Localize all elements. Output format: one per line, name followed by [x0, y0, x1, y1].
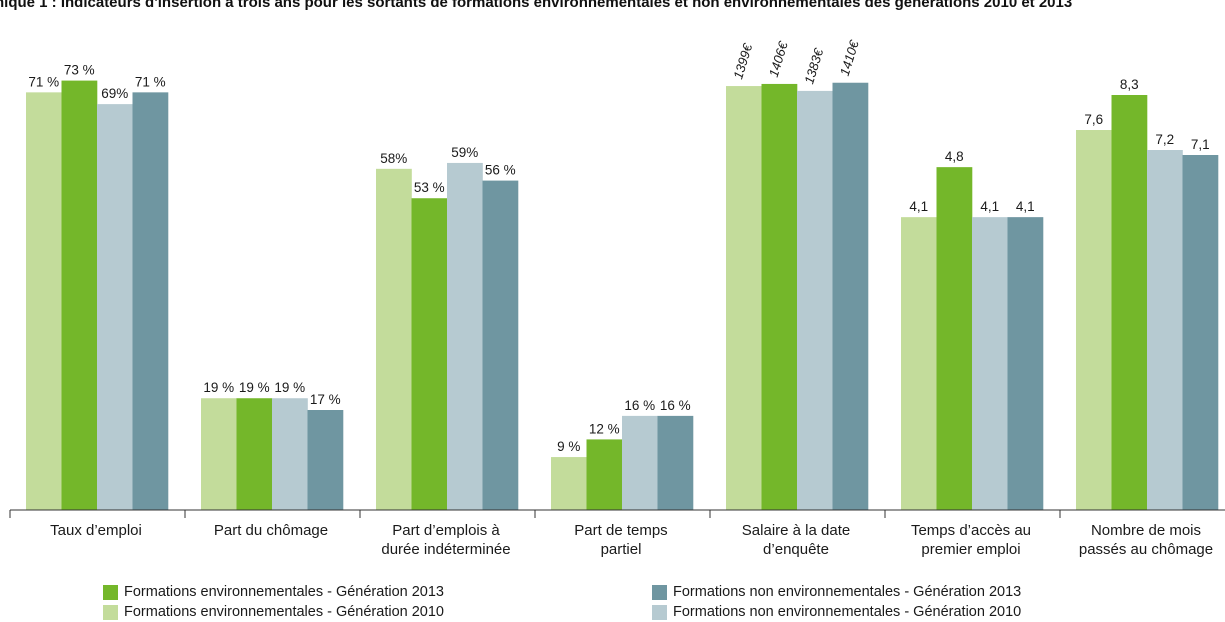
bar [657, 415, 694, 510]
bar-value-label: 71 % [28, 74, 59, 89]
bar-value-label: 53 % [414, 180, 445, 195]
bar-value-label: 56 % [485, 163, 516, 178]
bar-value-label: 69% [101, 86, 128, 101]
bar-value-label: 1399€ [730, 41, 755, 81]
bar [1007, 217, 1044, 510]
bar [726, 86, 762, 510]
bar-value-label: 4,8 [945, 149, 964, 164]
bar-value-label: 16 % [660, 398, 691, 413]
legend-label: Formations non environnementales - Génér… [673, 604, 1022, 620]
bar [61, 80, 98, 511]
legend-item: Formations non environnementales - Génér… [652, 602, 1021, 622]
bar-value-label: 4,1 [909, 199, 928, 214]
bar [936, 167, 973, 510]
bar-value-label: 1406€ [766, 39, 791, 79]
bar [201, 398, 237, 510]
bar-value-label: 19 % [274, 380, 305, 395]
bar-value-label: 17 % [310, 392, 341, 407]
bar-value-label: 9 % [557, 439, 580, 454]
bar-value-label: 1383€ [801, 46, 826, 86]
bar [832, 82, 869, 511]
bar [236, 398, 273, 510]
bar [797, 90, 833, 510]
bar-value-label: 4,1 [980, 199, 999, 214]
bar [586, 439, 623, 510]
category-label: Part d’emplois à durée indéterminée [381, 522, 510, 558]
bar [761, 83, 798, 510]
bar [411, 198, 448, 510]
bar-value-label: 16 % [624, 398, 655, 413]
bar [622, 415, 658, 510]
bar-value-label: 71 % [135, 74, 166, 89]
chart-title: Graphique 1 : Indicateurs d'insertion à … [0, 0, 1073, 11]
legend-left: Formations environnementales - Génératio… [103, 582, 444, 622]
category-label: Nombre de mois passés au chômage [1079, 522, 1213, 558]
bar-value-label: 7,6 [1084, 112, 1103, 127]
bar [307, 410, 344, 510]
category-label: Part de temps partiel [574, 522, 667, 558]
legend-item: Formations non environnementales - Génér… [652, 582, 1021, 602]
bar [1111, 95, 1148, 510]
bar-value-label: 12 % [589, 421, 620, 436]
bar [972, 217, 1008, 510]
bar [447, 162, 483, 511]
legend-right: Formations non environnementales - Génér… [652, 582, 1021, 622]
bar [26, 92, 62, 511]
bar-value-label: 1410€ [837, 38, 862, 78]
legend-item: Formations environnementales - Génératio… [103, 582, 444, 602]
bar-value-label: 19 % [203, 380, 234, 395]
bar [97, 104, 133, 510]
legend-swatch [652, 604, 667, 620]
bar-value-label: 73 % [64, 63, 95, 78]
bar [1076, 130, 1112, 510]
bar [482, 180, 519, 510]
bar [901, 217, 937, 510]
legend-label: Formations environnementales - Génératio… [124, 604, 444, 620]
bar [376, 168, 412, 510]
bar-value-label: 7,2 [1155, 132, 1174, 147]
legend-swatch [652, 584, 667, 600]
bar-value-label: 8,3 [1120, 77, 1139, 92]
category-label: Temps d’accès au premier emploi [911, 522, 1031, 558]
bar [1147, 150, 1183, 510]
bar [551, 457, 587, 510]
category-label: Salaire à la date d’enquête [742, 522, 850, 558]
legend-swatch [103, 604, 118, 620]
category-label: Taux d’emploi [50, 522, 142, 539]
bar-value-label: 19 % [239, 380, 270, 395]
bar [1182, 155, 1219, 510]
legend-item: Formations environnementales - Génératio… [103, 602, 444, 622]
category-label: Part du chômage [214, 522, 328, 539]
bar-value-label: 59% [451, 145, 478, 160]
legend-label: Formations non environnementales - Génér… [673, 584, 1022, 600]
bar [132, 92, 169, 511]
legend-label: Formations environnementales - Génératio… [124, 584, 444, 600]
bar [272, 398, 308, 510]
bar-value-label: 4,1 [1016, 199, 1035, 214]
legend-swatch [103, 584, 118, 600]
bar-value-label: 58% [380, 151, 407, 166]
bar-value-label: 7,1 [1191, 137, 1210, 152]
